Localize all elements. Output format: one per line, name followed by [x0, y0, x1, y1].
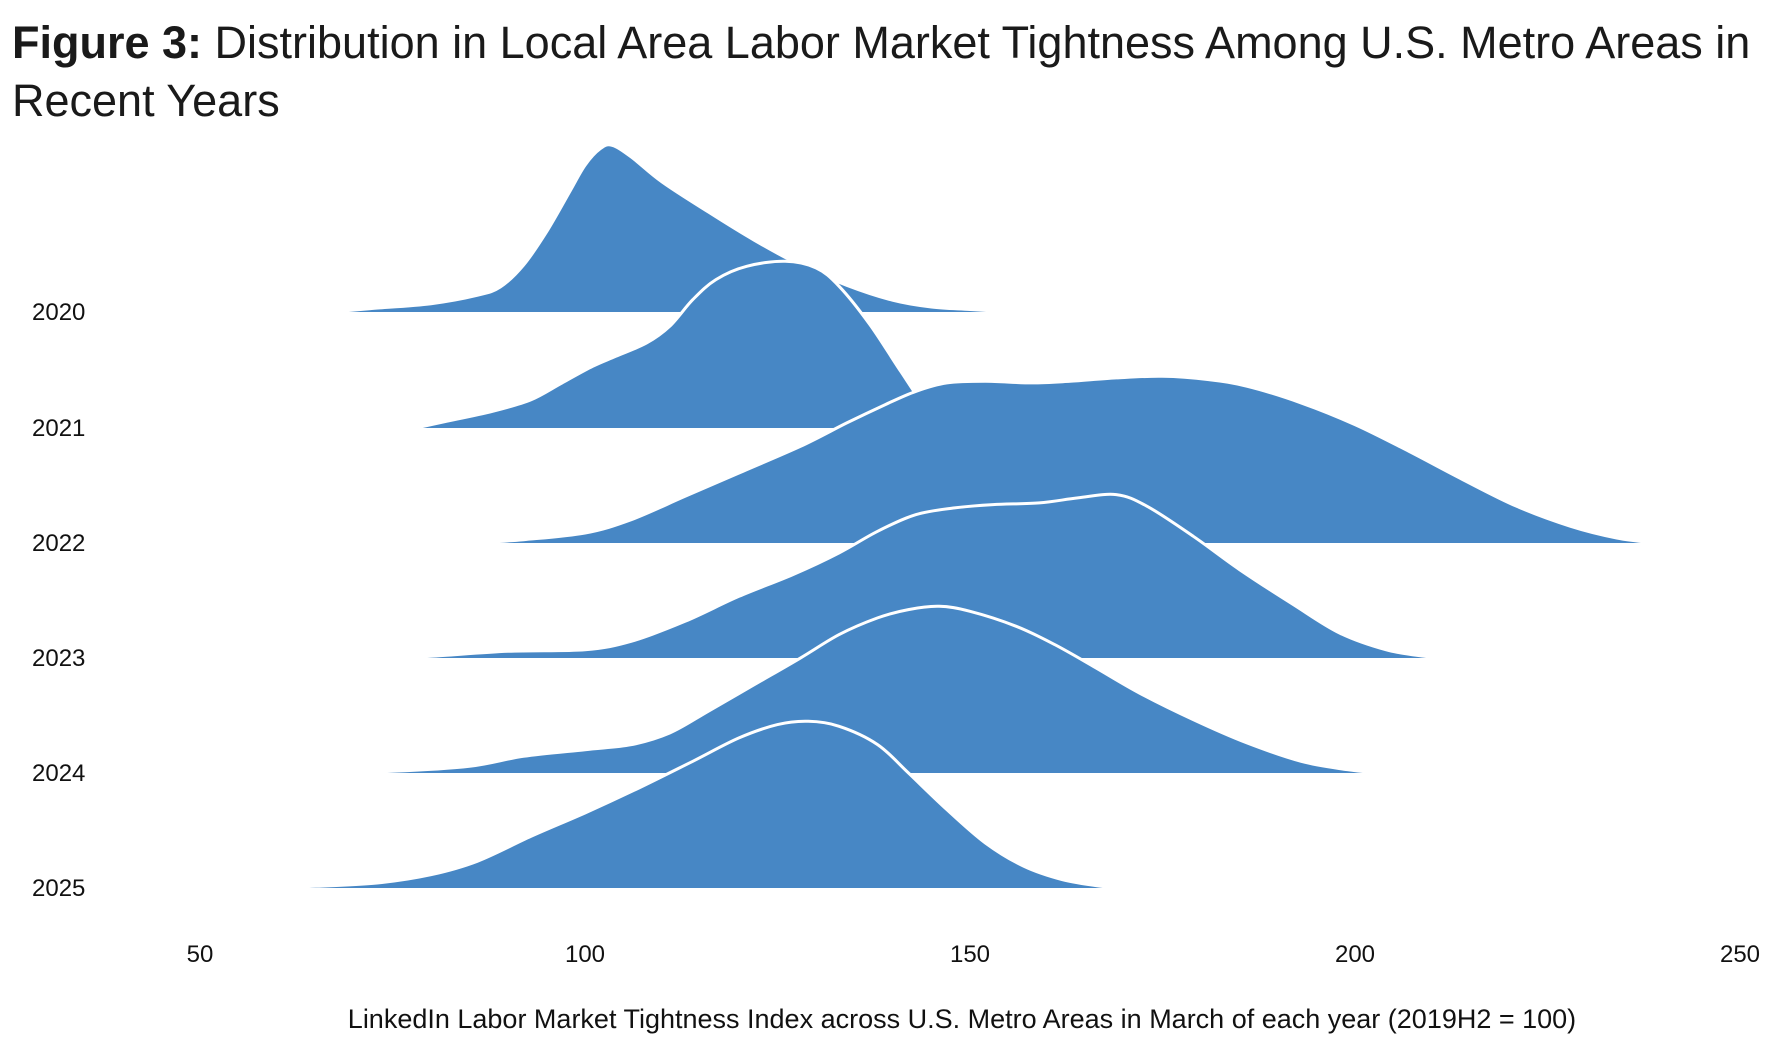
title-text: Distribution in Local Area Labor Market … — [12, 17, 1751, 126]
density-outline-2020 — [330, 143, 1009, 314]
year-label-2023: 2023 — [32, 645, 85, 672]
density-outline-2025 — [253, 719, 1125, 890]
x-tick-label-100: 100 — [565, 941, 605, 968]
density-area-2023 — [384, 494, 1448, 658]
x-axis-label: LinkedIn Labor Market Tightness Index ac… — [348, 1004, 1576, 1034]
year-label-2024: 2024 — [32, 760, 85, 787]
x-tick-label-250: 250 — [1720, 941, 1760, 968]
ridges-layer — [253, 143, 1656, 890]
year-label-2021: 2021 — [32, 415, 85, 442]
density-area-2024 — [307, 606, 1379, 773]
year-label-2022: 2022 — [32, 530, 85, 557]
density-area-2021 — [415, 261, 959, 428]
figure-number: Figure 3: — [12, 17, 203, 68]
x-tick-label-150: 150 — [950, 941, 990, 968]
density-area-2020 — [330, 144, 1009, 312]
x-tick-label-50: 50 — [187, 941, 214, 968]
density-outline-2021 — [415, 259, 959, 430]
density-outline-2024 — [307, 604, 1379, 775]
year-label-2020: 2020 — [32, 299, 85, 326]
ridge-2025 — [253, 719, 1125, 890]
x-axis-ticks: 50 100 150 200 250 — [187, 941, 1760, 968]
density-area-2025 — [253, 721, 1124, 888]
ridge-2021 — [415, 259, 959, 430]
ridge-2023 — [384, 492, 1448, 660]
ridge-2024 — [307, 604, 1379, 775]
ridge-2022 — [477, 374, 1656, 545]
year-label-2025: 2025 — [32, 875, 85, 902]
density-area-2022 — [477, 376, 1656, 543]
chart-title: Figure 3: Distribution in Local Area Lab… — [12, 14, 1752, 130]
density-outline-2023 — [384, 492, 1448, 660]
year-labels: 2020 2021 2022 2023 2024 2025 — [32, 299, 85, 902]
x-tick-label-200: 200 — [1335, 941, 1375, 968]
ridge-2020 — [330, 143, 1009, 314]
density-outline-2022 — [477, 374, 1656, 545]
